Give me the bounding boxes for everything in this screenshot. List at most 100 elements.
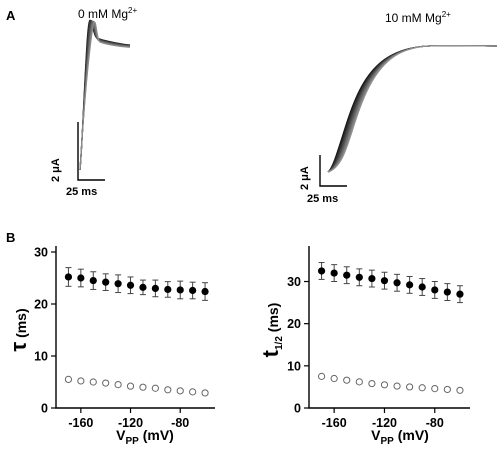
- t-half-chart-filled-point: [368, 274, 376, 283]
- tau-chart-y-axis-label: τ (ms): [6, 308, 31, 351]
- t-half-chart-x-axis-unit: (mV): [394, 427, 429, 443]
- tau-chart-x-tick-label: -80: [171, 416, 189, 430]
- t-half-chart-open-point: [393, 382, 401, 390]
- tau-chart-filled-point: [139, 283, 147, 291]
- t-half-chart-filled-point: [431, 286, 439, 294]
- t-half-chart-x-axis-main: V: [371, 427, 381, 443]
- tau-chart-open-point: [126, 382, 135, 390]
- t-half-chart-open-point: [380, 381, 389, 389]
- left-condition-superscript: 2+: [128, 6, 137, 15]
- t-half-chart-open-point: [343, 376, 351, 384]
- t-half-chart-filled-point: [355, 273, 363, 281]
- tau-chart-x-axis-label: VPP (mV): [116, 427, 174, 447]
- tau-chart-x-tick-label: -120: [118, 416, 143, 430]
- t-half-chart-y-tick-label: 10: [287, 359, 301, 373]
- tau-chart-filled-point: [102, 278, 110, 286]
- tau-chart-filled-point: [64, 273, 73, 281]
- tau-chart-y-tick-label: 20: [34, 298, 48, 312]
- t-half-chart-filled-point: [317, 267, 326, 275]
- right-condition-label: 10 mM Mg2+: [385, 10, 451, 25]
- tau-chart-x-tick-label: -160: [68, 416, 93, 430]
- tau-chart-y-axis-unit: (ms): [13, 308, 29, 341]
- tau-chart-open-point: [201, 389, 209, 397]
- right-current-traces: [327, 44, 498, 173]
- t-half-chart-x-tick-label: -120: [372, 416, 397, 430]
- t-half-chart-open-point: [368, 379, 376, 388]
- t-half-chart-filled-point: [406, 281, 414, 289]
- left-scale-bar: [77, 122, 105, 181]
- tau-chart-y-axis-symbol: τ: [6, 342, 31, 352]
- t-half-chart-open-point: [330, 374, 338, 383]
- t-half-chart-open-point: [418, 384, 426, 392]
- t-half-chart-open-point: [456, 386, 464, 394]
- tau-chart-filled-point: [126, 281, 135, 289]
- t-half-chart-y-axis-unit: (ms): [265, 303, 281, 336]
- right-scale-time-label: 25 ms: [307, 193, 338, 205]
- t-half-chart-filled-point: [456, 290, 464, 298]
- t-half-chart-y-axis-symbol: t: [258, 349, 283, 357]
- tau-chart-marks: [64, 267, 209, 397]
- left-condition-text: 0 mM Mg: [78, 7, 128, 21]
- t-half-chart-open-point: [431, 385, 439, 393]
- right-current-trace: [327, 44, 498, 173]
- panel-label-a: A: [6, 8, 16, 23]
- right-condition-text: 10 mM Mg: [385, 11, 442, 25]
- tau-chart-filled-point: [77, 274, 85, 282]
- tau-chart-open-point: [189, 388, 197, 396]
- t-half-chart-y-tick-label: 30: [287, 275, 301, 289]
- t-half-chart-marks: [317, 262, 464, 394]
- tau-chart: 0 10 20 30 -160 -120 -80 τ (ms) VPP (mV): [6, 246, 215, 447]
- right-scale-current-label: 2 μA: [299, 166, 311, 190]
- tau-chart-open-point: [164, 386, 172, 394]
- tau-chart-filled-point: [201, 287, 209, 296]
- left-current-trace: [79, 21, 131, 171]
- tau-chart-open-point: [77, 377, 85, 385]
- panel-label-b: B: [6, 230, 15, 245]
- tau-chart-filled-point: [176, 286, 184, 294]
- t-half-chart-y-axis-label: t1/2 (ms): [258, 303, 285, 358]
- tau-chart-x-axis-sub: PP: [126, 436, 140, 447]
- left-condition-label: 0 mM Mg2+: [78, 6, 137, 21]
- tau-chart-filled-point: [164, 285, 172, 294]
- left-scale-time-label: 25 ms: [66, 186, 97, 198]
- t-half-chart-filled-point: [418, 283, 426, 291]
- t-half-chart-filled-point: [330, 269, 338, 277]
- right-current-trace: [327, 44, 498, 173]
- tau-chart-open-point: [151, 384, 159, 392]
- tau-chart-open-point: [114, 381, 122, 389]
- t-half-chart-filled-point: [380, 277, 389, 285]
- tau-chart-y-tick-label: 30: [34, 246, 48, 260]
- t-half-chart-open-point: [355, 378, 363, 386]
- tau-chart-y-tick-label: 0: [41, 402, 48, 416]
- t-half-chart-y-tick-label: 0: [294, 402, 301, 416]
- t-half-chart-open-point: [443, 385, 451, 394]
- t-half-chart-y-tick-label: 20: [287, 317, 301, 331]
- tau-chart-open-point: [139, 383, 147, 391]
- t-half-chart-x-axis-sub: PP: [381, 436, 395, 447]
- tau-chart-y-tick-label: 10: [34, 350, 48, 364]
- t-half-chart-filled-point: [343, 271, 351, 279]
- tau-chart-ticks: 0 10 20 30 -160 -120 -80: [34, 246, 189, 431]
- t-half-chart: 0 10 20 30 -160 -120 -80 t1/2 (ms) VPP (mV): [258, 246, 470, 447]
- right-condition-superscript: 2+: [442, 10, 451, 19]
- right-scale-bar: [319, 155, 347, 187]
- t-half-chart-filled-point: [393, 279, 401, 287]
- tau-chart-open-point: [102, 379, 110, 387]
- tau-chart-filled-point: [114, 280, 122, 288]
- tau-chart-filled-point: [189, 286, 197, 295]
- t-half-chart-open-point: [317, 372, 326, 380]
- tau-chart-filled-point: [89, 277, 97, 285]
- tau-chart-open-point: [176, 387, 184, 395]
- t-half-chart-y-axis-sub: 1/2: [274, 336, 285, 350]
- t-half-chart-x-tick-label: -80: [426, 416, 444, 430]
- t-half-chart-open-point: [406, 383, 414, 391]
- t-half-chart-filled-point: [443, 288, 451, 296]
- left-current-traces: [79, 19, 131, 171]
- tau-chart-x-axis-main: V: [116, 427, 126, 443]
- t-half-chart-x-axis-label: VPP (mV): [371, 427, 429, 447]
- t-half-chart-ticks: 0 10 20 30 -160 -120 -80: [287, 275, 444, 430]
- tau-chart-filled-point: [151, 284, 159, 292]
- left-scale-current-label: 2 μA: [50, 158, 62, 182]
- t-half-chart-x-tick-label: -160: [322, 416, 347, 430]
